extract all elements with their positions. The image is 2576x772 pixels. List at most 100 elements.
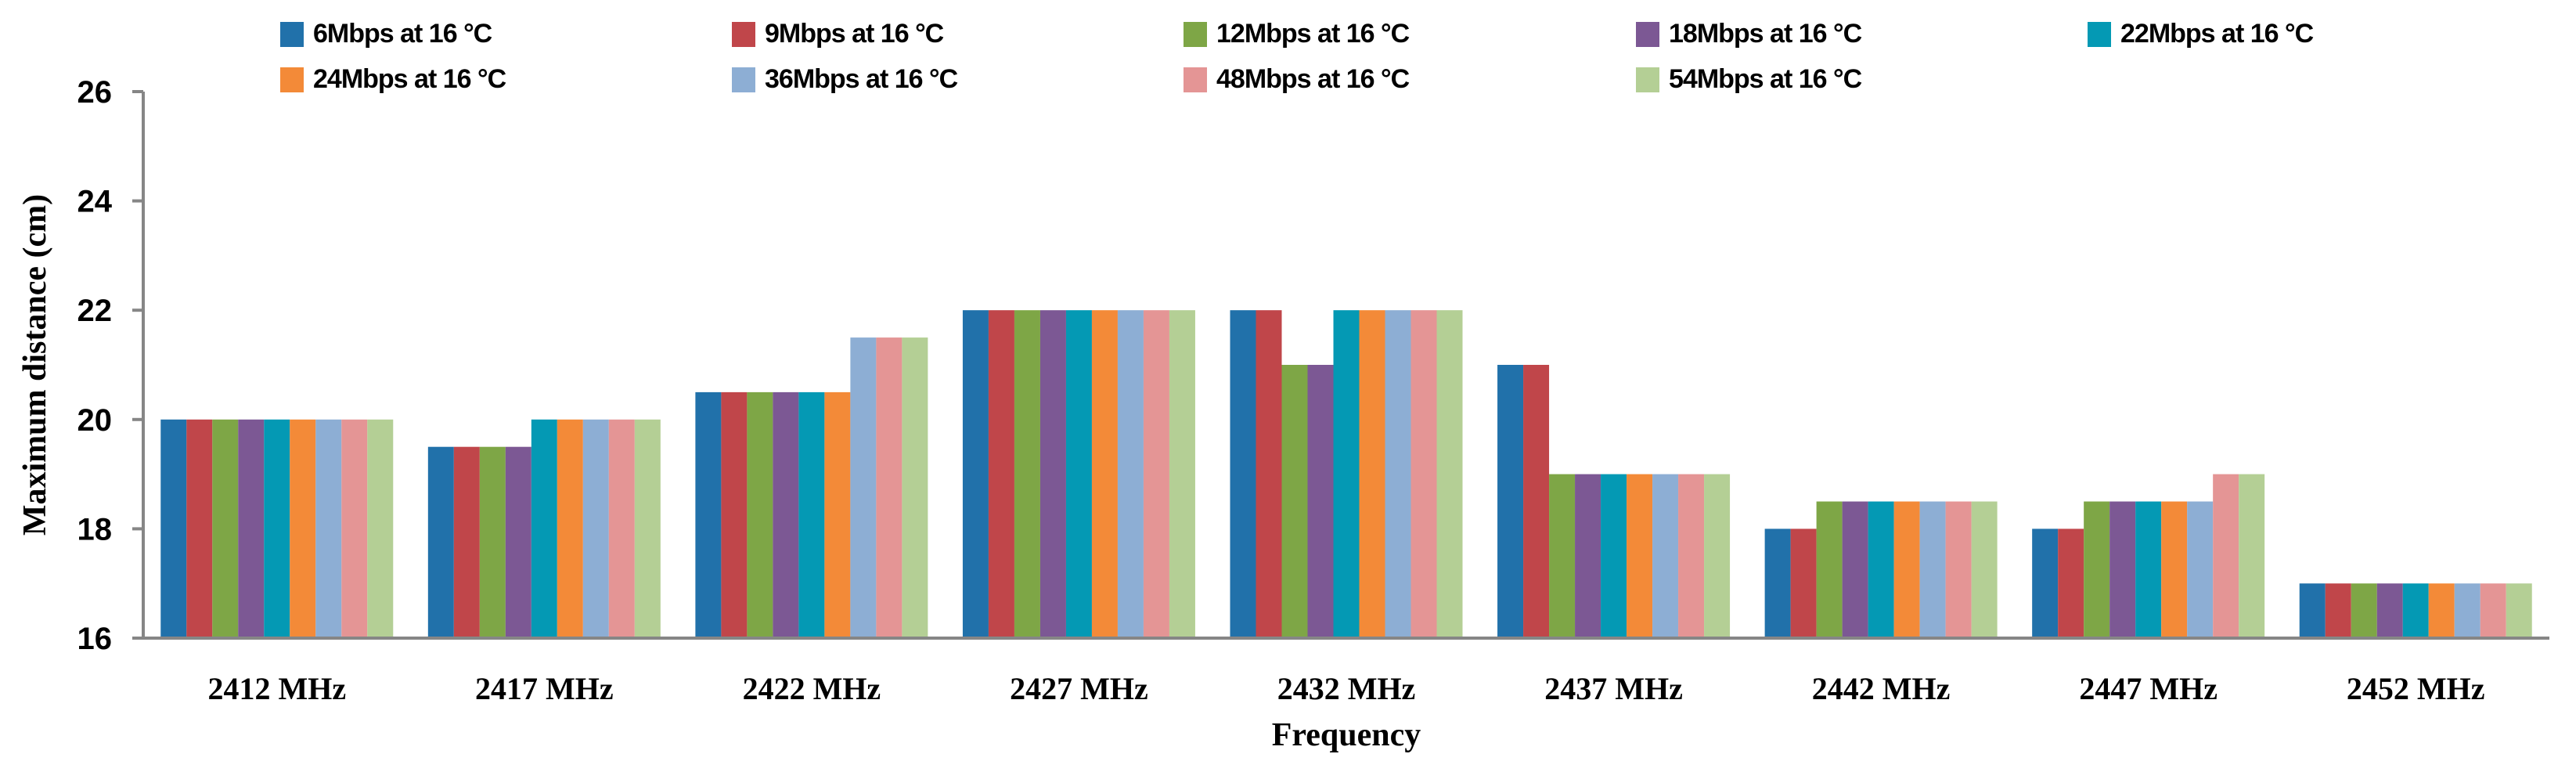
bar <box>608 419 635 638</box>
bar <box>2376 583 2403 638</box>
legend-item: 18Mbps at 16 °C <box>1636 19 1862 49</box>
legend-label: 36Mbps at 16 °C <box>765 64 958 94</box>
bar <box>2454 583 2481 638</box>
legend-label: 24Mbps at 16 °C <box>313 64 506 94</box>
legend-swatch <box>1636 67 1659 92</box>
y-tick-label: 24 <box>77 185 113 219</box>
y-ticks: 16 18 20 22 24 26 <box>77 75 143 656</box>
bar <box>315 419 342 638</box>
bar <box>1971 501 1998 638</box>
bar <box>747 391 773 638</box>
bar <box>160 419 187 638</box>
bar <box>1039 310 1066 638</box>
bar <box>427 446 454 638</box>
bar <box>1307 365 1334 638</box>
bar <box>2402 583 2429 638</box>
legend-item: 48Mbps at 16 °C <box>1184 64 1410 95</box>
x-axis-title: Frequency <box>1272 717 1421 753</box>
x-tick-label: 2452 MHz <box>2347 671 2485 706</box>
bar <box>505 446 531 638</box>
bar <box>290 419 316 638</box>
y-tick-label: 16 <box>77 622 113 656</box>
bar <box>1919 501 1946 638</box>
bar <box>1117 310 1144 638</box>
y-tick-label: 22 <box>77 294 113 328</box>
bar <box>1523 365 1550 638</box>
bar <box>1385 310 1411 638</box>
bar <box>1549 474 1576 638</box>
bar <box>367 419 394 638</box>
bar <box>1436 310 1463 638</box>
bar <box>824 391 851 638</box>
bar <box>2480 583 2506 638</box>
bar <box>1945 501 1972 638</box>
y-tick-label: 26 <box>77 75 113 110</box>
bar <box>773 391 799 638</box>
bar <box>1652 474 1679 638</box>
legend: 6Mbps at 16 °C 9Mbps at 16 °C 12Mbps at 16… <box>0 0 2576 102</box>
bar <box>2109 501 2136 638</box>
bar <box>1359 310 1385 638</box>
bar <box>1575 474 1601 638</box>
bar <box>1764 528 1791 638</box>
bar <box>1497 365 1524 638</box>
bar <box>1333 310 1360 638</box>
bar <box>1143 310 1169 638</box>
bar <box>798 391 825 638</box>
bar <box>1842 501 1868 638</box>
bar <box>2135 501 2162 638</box>
y-tick-label: 20 <box>77 403 113 438</box>
x-ticks: 2412 MHz 2417 MHz 2422 MHz 2427 MHz 2432 MHz… <box>207 671 2484 706</box>
bar <box>1893 501 1920 638</box>
bar <box>2187 501 2214 638</box>
y-axis-title: Maximum distance (cm) <box>17 194 53 536</box>
bar <box>962 310 989 638</box>
y-tick-label: 18 <box>77 512 113 547</box>
bar <box>1169 310 1195 638</box>
legend-item: 6Mbps at 16 °C <box>280 19 492 49</box>
bar <box>557 419 583 638</box>
x-tick-label: 2432 MHz <box>1277 671 1416 706</box>
bar <box>2161 501 2188 638</box>
legend-item: 36Mbps at 16 °C <box>732 64 958 95</box>
bar <box>341 419 368 638</box>
bar <box>264 419 290 638</box>
bar <box>531 419 557 638</box>
bar <box>2032 528 2059 638</box>
bar <box>186 419 213 638</box>
bar <box>1410 310 1437 638</box>
bar <box>1230 310 1256 638</box>
bar <box>2325 583 2351 638</box>
legend-item: 22Mbps at 16 °C <box>2088 19 2314 49</box>
legend-label: 48Mbps at 16 °C <box>1216 64 1410 94</box>
bar <box>238 419 265 638</box>
x-tick-label: 2447 MHz <box>2079 671 2218 706</box>
bar <box>850 337 877 638</box>
bar <box>1014 310 1040 638</box>
bar <box>1868 501 1894 638</box>
legend-swatch <box>2088 21 2111 47</box>
bar <box>453 446 480 638</box>
bar <box>1091 310 1118 638</box>
bar <box>1601 474 1627 638</box>
legend-swatch <box>732 21 755 47</box>
legend-swatch <box>280 21 304 47</box>
legend-item: 12Mbps at 16 °C <box>1184 19 1410 49</box>
bar <box>2506 583 2532 638</box>
bar <box>2428 583 2455 638</box>
legend-swatch <box>1184 67 1207 92</box>
bar <box>1704 474 1731 638</box>
bar <box>2213 474 2239 638</box>
legend-swatch <box>280 67 304 92</box>
bar <box>1065 310 1092 638</box>
bar <box>634 419 661 638</box>
legend-label: 18Mbps at 16 °C <box>1669 19 1862 49</box>
bar <box>695 391 722 638</box>
legend-swatch <box>732 67 755 92</box>
bar <box>2084 501 2110 638</box>
bar <box>2239 474 2265 638</box>
bar <box>1678 474 1705 638</box>
bar <box>721 391 748 638</box>
x-tick-label: 2422 MHz <box>743 671 881 706</box>
